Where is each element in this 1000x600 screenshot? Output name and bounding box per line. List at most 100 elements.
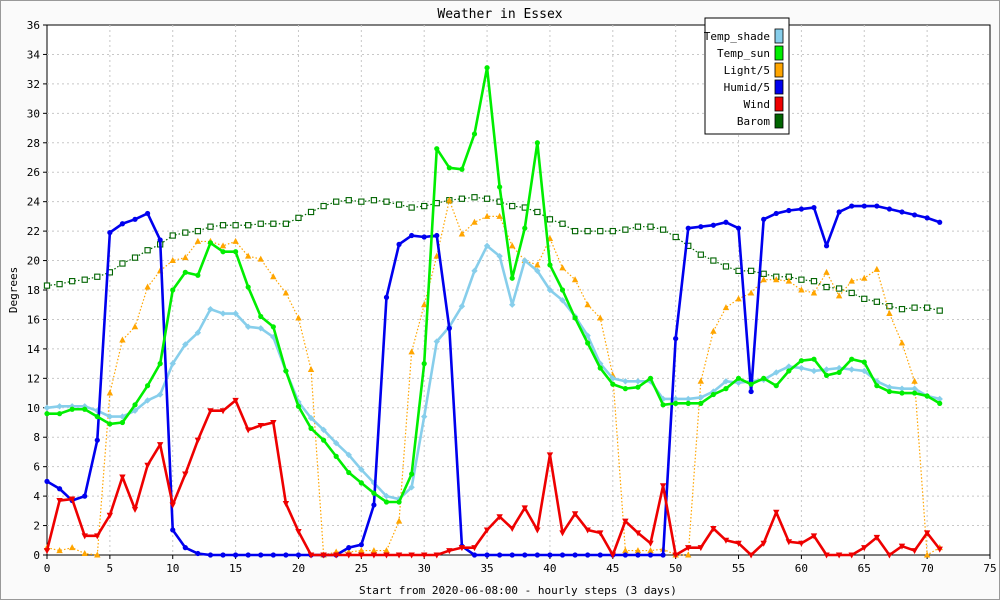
data-point xyxy=(56,486,63,492)
data-point xyxy=(106,512,114,519)
data-point xyxy=(434,232,440,239)
data-point xyxy=(446,196,453,203)
data-point xyxy=(823,372,830,378)
data-point xyxy=(584,527,591,534)
data-point xyxy=(823,243,830,249)
data-point xyxy=(559,264,566,271)
data-point xyxy=(874,203,880,209)
data-point xyxy=(936,546,943,553)
data-point xyxy=(697,545,705,552)
data-point xyxy=(295,552,302,558)
data-point xyxy=(371,502,377,508)
data-point xyxy=(685,395,692,403)
x-axis-label: Start from 2020-06-08:00 - hourly steps … xyxy=(359,584,677,597)
data-point xyxy=(94,437,100,443)
data-point xyxy=(270,420,277,426)
data-point xyxy=(69,406,75,412)
data-point xyxy=(44,411,50,417)
legend-label: Light/5 xyxy=(724,64,770,77)
y-tick-label: 36 xyxy=(27,19,40,32)
data-point xyxy=(245,222,252,229)
y-tick-label: 2 xyxy=(33,520,40,533)
data-point xyxy=(634,547,642,554)
data-point xyxy=(559,297,566,304)
data-point xyxy=(395,201,403,208)
data-point xyxy=(873,265,881,272)
data-point xyxy=(497,184,503,190)
data-point xyxy=(798,364,805,372)
data-point xyxy=(471,194,478,201)
data-point xyxy=(195,272,201,278)
data-point xyxy=(307,208,315,216)
data-point xyxy=(761,375,767,381)
data-point xyxy=(861,545,868,552)
data-point xyxy=(534,208,541,216)
data-point xyxy=(132,216,138,222)
data-point xyxy=(433,338,440,345)
data-point xyxy=(144,397,151,404)
y-tick-label: 22 xyxy=(27,225,40,238)
data-point xyxy=(346,469,352,476)
x-tick-label: 45 xyxy=(606,562,619,575)
data-point xyxy=(710,257,717,264)
data-point xyxy=(119,474,126,481)
data-point xyxy=(370,547,378,554)
data-point xyxy=(886,552,893,559)
y-tick-label: 28 xyxy=(27,137,40,150)
data-point xyxy=(547,552,553,558)
data-point xyxy=(673,335,679,342)
data-point xyxy=(82,493,88,499)
x-tick-label: 75 xyxy=(983,562,996,575)
data-point xyxy=(849,356,855,362)
data-point xyxy=(497,552,503,558)
data-point xyxy=(295,403,302,409)
data-point xyxy=(873,534,881,541)
x-axis-ticks: 0 5 10 15 20 25 30 35 40 45 50 55 60 65 70 75 xyxy=(44,555,997,575)
data-point xyxy=(408,204,415,211)
data-point xyxy=(258,552,264,558)
data-point xyxy=(471,218,478,225)
data-point xyxy=(911,385,918,392)
data-point xyxy=(43,404,51,411)
data-point xyxy=(911,212,918,218)
y-axis-label: Degrees xyxy=(7,267,20,313)
data-point xyxy=(923,304,931,311)
data-point xyxy=(458,230,466,237)
data-point xyxy=(207,305,214,313)
data-point xyxy=(584,227,591,235)
data-point xyxy=(634,530,642,537)
data-point xyxy=(936,395,943,403)
data-point xyxy=(207,408,214,415)
data-point xyxy=(220,552,226,558)
legend-swatch xyxy=(774,62,784,78)
data-point xyxy=(421,413,428,420)
data-point xyxy=(56,547,63,554)
data-point xyxy=(484,552,490,558)
data-point xyxy=(509,275,515,281)
legend-label: Wind xyxy=(744,98,771,111)
data-point xyxy=(509,526,516,532)
data-point xyxy=(835,552,843,559)
data-point xyxy=(169,502,176,509)
data-point xyxy=(169,257,176,264)
data-point xyxy=(43,282,51,289)
data-point xyxy=(358,542,364,548)
data-point xyxy=(836,369,842,376)
data-point xyxy=(383,492,390,500)
data-point xyxy=(421,361,427,367)
data-point xyxy=(282,220,290,227)
data-point xyxy=(647,223,654,230)
data-point xyxy=(232,222,239,229)
data-point xyxy=(408,348,415,355)
data-point xyxy=(244,252,252,259)
data-point xyxy=(483,242,491,250)
data-point xyxy=(572,552,578,558)
data-point xyxy=(786,207,792,214)
data-point xyxy=(622,547,629,554)
data-point xyxy=(81,550,88,557)
y-tick-label: 18 xyxy=(27,284,40,297)
data-point xyxy=(408,552,415,559)
data-point xyxy=(811,356,817,362)
data-point xyxy=(911,304,918,311)
